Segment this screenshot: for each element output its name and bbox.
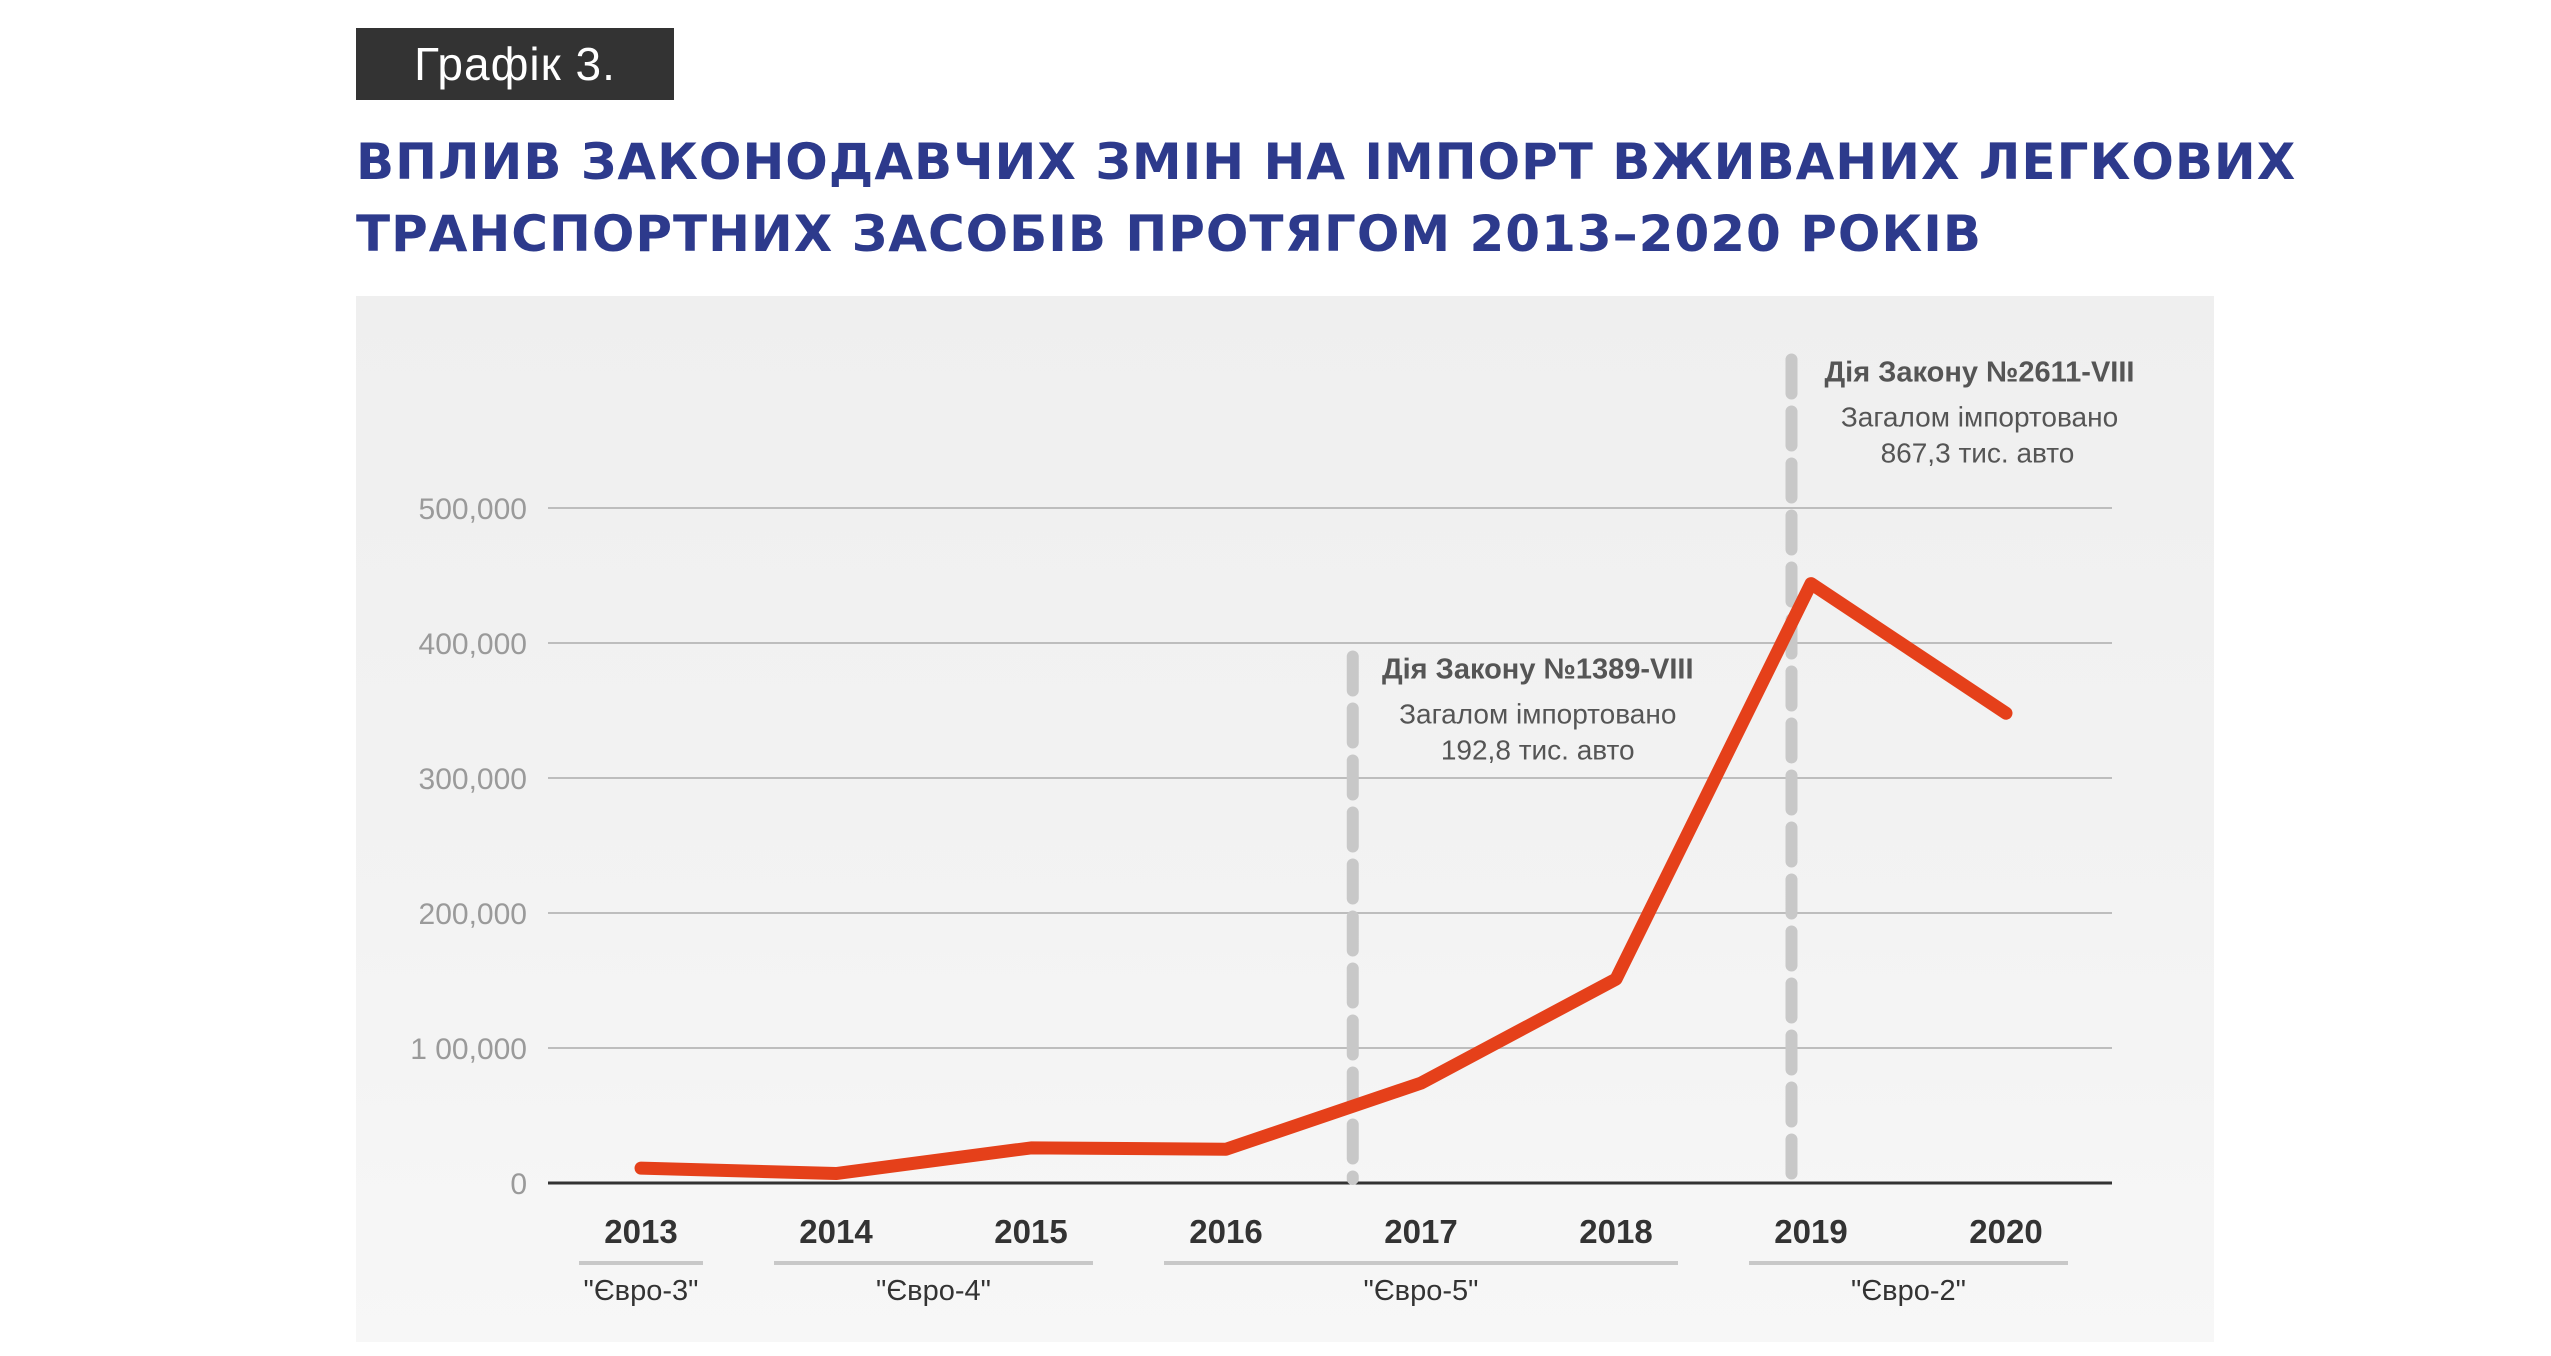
euro-group-label: "Євро-5" [1364,1275,1479,1307]
x-tick-label: 2015 [994,1213,1067,1250]
y-tick-label: 500,000 [419,493,527,526]
data-point [640,1167,642,1170]
chart-number-badge: Графік 3. [356,28,674,100]
euro-group-label: "Євро-4" [876,1275,991,1307]
data-point [1810,582,1812,585]
x-tick-label: 2020 [1969,1213,2042,1250]
data-point [2005,712,2007,715]
law-annotation-line: 867,3 тис. авто [1881,438,2075,469]
chart-title: ВПЛИВ ЗАКОНОДАВЧИХ ЗМІН НА ІМПОРТ ВЖИВАН… [356,126,2356,270]
chart-title-line-1: ВПЛИВ ЗАКОНОДАВЧИХ ЗМІН НА ІМПОРТ ВЖИВАН… [356,133,2297,191]
data-point [1030,1146,1032,1149]
y-tick-label: 0 [510,1168,527,1201]
y-tick-label: 200,000 [419,898,527,931]
data-point [1615,978,1617,981]
x-tick-label: 2017 [1384,1213,1457,1250]
y-tick-label: 300,000 [419,763,527,796]
y-tick-label: 1 00,000 [410,1033,527,1066]
x-tick-label: 2018 [1579,1213,1652,1250]
law-annotation-line: Загалом імпортовано [1399,699,1676,730]
law-annotation-title: Дія Закону №1389-VIII [1382,654,1694,686]
data-point [1225,1148,1227,1151]
euro-group-label: "Євро-3" [584,1275,699,1307]
euro-group-label: "Євро-2" [1851,1275,1966,1307]
chart-title-line-2: ТРАНСПОРТНИХ ЗАСОБІВ ПРОТЯГОМ 2013–2020 … [356,205,1982,263]
x-tick-label: 2019 [1774,1213,1847,1250]
series-line [634,577,2013,1181]
law-annotation-line: Загалом імпортовано [1841,402,2118,433]
law-annotation-title: Дія Закону №2611-VIII [1825,357,2135,389]
x-tick-label: 2014 [799,1213,873,1250]
data-point [1420,1082,1422,1085]
y-tick-label: 400,000 [419,628,527,661]
data-point [835,1172,837,1175]
law-annotation-line: 192,8 тис. авто [1441,735,1635,766]
x-tick-label: 2016 [1189,1213,1262,1250]
x-tick-label: 2013 [604,1213,677,1250]
